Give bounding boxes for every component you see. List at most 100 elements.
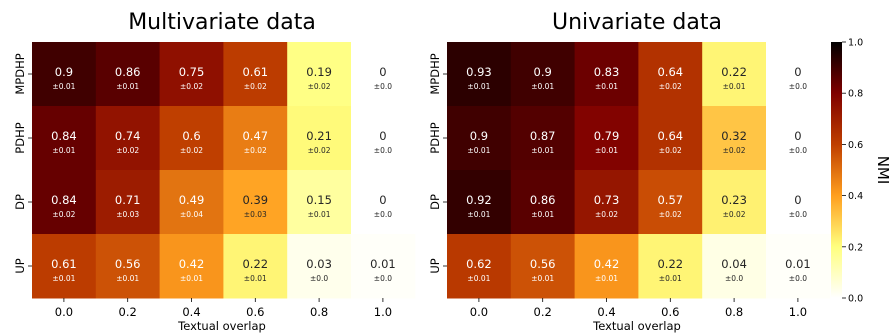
- cell-error-label: ±0.01: [116, 82, 139, 91]
- cell-error-label: ±0.01: [595, 274, 618, 283]
- heatmap-cell: [574, 170, 639, 235]
- x-tick-label: 1.0: [374, 305, 392, 319]
- heatmap-cell: [159, 42, 224, 107]
- cell-error-label: ±0.03: [116, 210, 139, 219]
- cell-error-label: ±0.01: [244, 274, 267, 283]
- cell-value-label: 0.47: [242, 129, 268, 143]
- heatmap-cell: [766, 106, 831, 171]
- heatmap-cell: [351, 106, 416, 171]
- colorbar-label: NMI: [874, 156, 891, 185]
- cell-value-label: 0.49: [179, 193, 205, 207]
- heatmap-cell: [510, 234, 576, 299]
- cell-error-label: ±0.0: [374, 210, 392, 219]
- cell-value-label: 0: [794, 65, 801, 79]
- x-tick-label: 0.6: [661, 305, 679, 319]
- cell-value-label: 0.42: [179, 257, 205, 271]
- cell-error-label: ±0.0: [374, 274, 392, 283]
- heatmap-panel-multivariate: Multivariate data 0.9 ±0.01 0.86 ±0.01 0.75 ±…: [13, 10, 416, 333]
- cell-value-label: 0: [794, 129, 801, 143]
- cell-value-label: 0.23: [721, 193, 747, 207]
- cell-error-label: ±0.02: [723, 146, 746, 155]
- heatmap-cell: [223, 234, 288, 299]
- cell-error-label: ±0.01: [308, 210, 331, 219]
- colorbar-tick-label: 1.0: [848, 38, 863, 49]
- cell-error-label: ±0.02: [244, 146, 267, 155]
- heatmap-cell: [95, 106, 161, 171]
- heatmap-cell: [287, 234, 352, 299]
- cell-value-label: 0.9: [55, 65, 73, 79]
- cell-error-label: ±0.02: [659, 82, 682, 91]
- cell-error-label: ±0.0: [725, 274, 743, 283]
- heatmap-cell: [510, 106, 576, 171]
- heatmap-cell: [638, 106, 703, 171]
- y-tick-label: DP: [13, 194, 27, 210]
- cell-error-label: ±0.01: [52, 274, 75, 283]
- cell-error-label: ±0.01: [467, 210, 490, 219]
- cell-value-label: 0.01: [370, 257, 396, 271]
- heatmap-cell: [447, 106, 512, 171]
- heatmap-panel-univariate: Univariate data 0.93 ±0.01 0.9 ±0.01 0.83 ±0.…: [428, 10, 831, 333]
- cell-error-label: ±0.02: [595, 210, 618, 219]
- heatmap-cell: [287, 106, 352, 171]
- heatmap-cell: [287, 42, 352, 107]
- heatmap-cell: [702, 170, 767, 235]
- cell-error-label: ±0.0: [310, 274, 328, 283]
- heatmap-cell: [447, 170, 512, 235]
- heatmap-cell: [574, 42, 639, 107]
- heatmap-cell: [638, 234, 703, 299]
- cell-error-label: ±0.03: [244, 210, 267, 219]
- heatmap-cell: [638, 170, 703, 235]
- x-tick-label: 0.2: [534, 305, 552, 319]
- cell-error-label: ±0.01: [52, 82, 75, 91]
- cell-value-label: 0.86: [115, 65, 141, 79]
- y-tick-label: MPDHP: [13, 53, 27, 94]
- cell-error-label: ±0.01: [467, 146, 490, 155]
- cell-error-label: ±0.02: [308, 146, 331, 155]
- cell-value-label: 0: [379, 65, 386, 79]
- heatmap-cell: [766, 170, 831, 235]
- heatmap-cell: [351, 234, 416, 299]
- cell-error-label: ±0.02: [308, 82, 331, 91]
- x-tick-label: 0.8: [310, 305, 328, 319]
- cell-value-label: 0.61: [242, 65, 268, 79]
- heatmap-cell: [95, 234, 161, 299]
- chart-title: Univariate data: [552, 10, 722, 35]
- cell-error-label: ±0.04: [180, 210, 203, 219]
- heatmap-cell: [159, 234, 224, 299]
- cell-value-label: 0: [794, 193, 801, 207]
- cell-value-label: 0.32: [721, 129, 747, 143]
- cell-value-label: 0.56: [115, 257, 141, 271]
- heatmap-cell: [32, 106, 97, 171]
- heatmap-cell: [287, 170, 352, 235]
- colorbar-tick-label: 0.8: [848, 89, 863, 100]
- y-tick-label: UP: [428, 258, 442, 273]
- cell-value-label: 0.93: [466, 65, 492, 79]
- heatmap-cell: [351, 170, 416, 235]
- cell-error-label: ±0.01: [531, 210, 554, 219]
- cell-value-label: 0.22: [657, 257, 683, 271]
- heatmap-cell: [95, 170, 161, 235]
- heatmap-cell: [766, 234, 831, 299]
- chart-title: Multivariate data: [128, 10, 316, 35]
- cell-value-label: 0.57: [657, 193, 683, 207]
- cell-value-label: 0.9: [470, 129, 488, 143]
- x-axis-label: Textual overlap: [177, 319, 266, 333]
- cell-error-label: ±0.02: [659, 210, 682, 219]
- cell-value-label: 0.15: [306, 193, 332, 207]
- cell-value-label: 0.61: [51, 257, 77, 271]
- x-tick-label: 0.8: [725, 305, 743, 319]
- heatmap-cell: [95, 42, 161, 107]
- heatmap-cell: [32, 42, 97, 107]
- colorbar-gradient: [831, 42, 842, 298]
- cell-error-label: ±0.01: [180, 274, 203, 283]
- cell-error-label: ±0.02: [244, 82, 267, 91]
- cell-error-label: ±0.0: [789, 82, 807, 91]
- cell-error-label: ±0.0: [374, 146, 392, 155]
- cell-value-label: 0.04: [721, 257, 747, 271]
- x-tick-label: 0.0: [55, 305, 73, 319]
- cell-error-label: ±0.02: [659, 146, 682, 155]
- colorbar-tick-label: 0.2: [848, 242, 863, 253]
- cell-value-label: 0.21: [306, 129, 332, 143]
- cell-error-label: ±0.0: [374, 82, 392, 91]
